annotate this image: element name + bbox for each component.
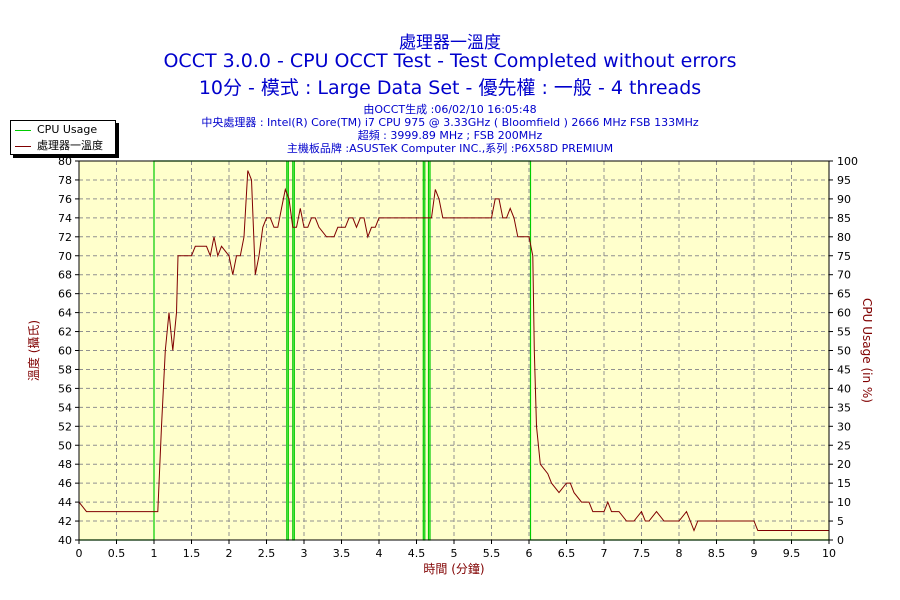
y-left-tick-label: 78	[58, 174, 72, 187]
chart-subtitle-mode: 10分 - 模式 : Large Data Set - 優先權 : 一般 - 4…	[198, 77, 702, 99]
x-tick-label: 2	[226, 547, 233, 560]
x-tick-label: 3	[301, 547, 308, 560]
y-right-tick-label: 10	[837, 496, 851, 509]
chart-subtitle-test: OCCT 3.0.0 - CPU OCCT Test - Test Comple…	[163, 50, 737, 72]
y-left-tick-label: 64	[58, 307, 72, 320]
x-tick-label: 5	[451, 547, 458, 560]
legend-item-temperature: 處理器一溫度	[15, 137, 103, 152]
y-right-tick-label: 0	[837, 534, 844, 547]
legend-label-cpu-usage: CPU Usage	[37, 123, 98, 136]
legend: CPU Usage 處理器一溫度	[10, 120, 116, 155]
x-tick-label: 3.5	[333, 547, 351, 560]
y-right-tick-label: 75	[837, 250, 851, 263]
y-right-tick-label: 25	[837, 439, 851, 452]
y-left-tick-label: 74	[58, 212, 72, 225]
y-right-tick-label: 40	[837, 382, 851, 395]
y-left-tick-label: 62	[58, 326, 72, 339]
y-right-tick-label: 55	[837, 326, 851, 339]
y-left-tick-label: 70	[58, 250, 72, 263]
x-tick-label: 0.5	[108, 547, 126, 560]
x-tick-label: 4	[376, 547, 383, 560]
x-tick-label: 0	[76, 547, 83, 560]
y-right-tick-label: 100	[837, 155, 858, 168]
y-right-tick-label: 15	[837, 477, 851, 490]
x-tick-label: 4.5	[408, 547, 426, 560]
y-left-tick-label: 44	[58, 496, 72, 509]
y-right-tick-label: 50	[837, 345, 851, 358]
x-tick-label: 2.5	[258, 547, 276, 560]
y-right-tick-label: 5	[837, 515, 844, 528]
temperature-line	[78, 170, 829, 532]
y-right-tick-label: 95	[837, 174, 851, 187]
y-right-axis-label: CPU Usage (in %)	[860, 298, 874, 403]
y-right-tick-label: 85	[837, 212, 851, 225]
y-right-tick-label: 30	[837, 420, 851, 433]
y-right-tick-label: 80	[837, 231, 851, 244]
x-tick-label: 10	[822, 547, 836, 560]
legend-label-temperature: 處理器一溫度	[37, 139, 103, 152]
plot-frame	[78, 160, 830, 541]
x-tick-label: 5.5	[483, 547, 501, 560]
info-motherboard: 主機板品牌 :ASUSTeK Computer INC.,系列 :P6X58D …	[286, 142, 614, 155]
x-tick-label: 7	[601, 547, 608, 560]
y-right-tick-label: 45	[837, 363, 851, 376]
y-right-tick-label: 65	[837, 288, 851, 301]
y-left-tick-label: 52	[58, 420, 72, 433]
y-left-tick-label: 76	[58, 193, 72, 206]
y-right-tick-label: 90	[837, 193, 851, 206]
legend-swatch-cpu-usage	[15, 129, 31, 131]
x-tick-label: 8	[676, 547, 683, 560]
y-left-tick-label: 42	[58, 515, 72, 528]
x-tick-label: 1	[151, 547, 158, 560]
y-left-tick-label: 56	[58, 382, 72, 395]
y-left-tick-label: 50	[58, 439, 72, 452]
info-overclock: 超頻 : 3999.89 MHz ; FSB 200MHz	[357, 129, 543, 142]
y-left-tick-label: 60	[58, 345, 72, 358]
y-left-tick-label: 48	[58, 458, 72, 471]
y-left-tick-label: 72	[58, 231, 72, 244]
y-right-tick-label: 60	[837, 307, 851, 320]
x-tick-label: 7.5	[633, 547, 651, 560]
x-tick-label: 1.5	[183, 547, 201, 560]
info-generated: 由OCCT生成 :06/02/10 16:05:48	[363, 103, 537, 116]
chart-title: 處理器一溫度	[399, 33, 501, 53]
legend-swatch-temperature	[15, 145, 31, 147]
x-tick-label: 6.5	[558, 547, 576, 560]
y-right-tick-label: 70	[837, 269, 851, 282]
y-left-tick-label: 68	[58, 269, 72, 282]
y-left-axis-label: 溫度 (攝氏)	[26, 320, 41, 381]
y-left-tick-label: 46	[58, 477, 72, 490]
y-left-tick-label: 66	[58, 288, 72, 301]
y-left-tick-label: 58	[58, 363, 72, 376]
y-left-tick-label: 80	[58, 155, 72, 168]
y-right-tick-label: 20	[837, 458, 851, 471]
y-left-tick-label: 40	[58, 534, 72, 547]
y-right-tick-label: 35	[837, 401, 851, 414]
x-tick-label: 6	[526, 547, 533, 560]
x-tick-label: 9	[751, 547, 758, 560]
x-axis-label: 時間 (分鐘)	[423, 561, 484, 576]
x-tick-label: 8.5	[708, 547, 726, 560]
x-tick-label: 9.5	[783, 547, 801, 560]
y-left-tick-label: 54	[58, 401, 72, 414]
legend-item-cpu-usage: CPU Usage	[15, 123, 97, 136]
info-cpu: 中央處理器 : Intel(R) Core(TM) i7 CPU 975 @ 3…	[201, 116, 699, 129]
